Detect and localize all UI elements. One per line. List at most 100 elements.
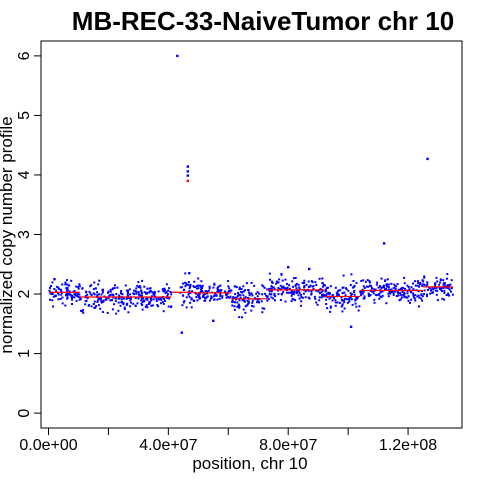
data-point — [215, 294, 218, 297]
data-point — [104, 298, 107, 301]
data-point — [367, 285, 370, 288]
data-point — [448, 294, 451, 297]
data-point — [66, 296, 69, 299]
data-point — [358, 305, 361, 308]
data-point — [263, 292, 266, 295]
data-point — [380, 277, 383, 280]
data-point — [398, 299, 401, 302]
data-point — [126, 291, 129, 294]
data-point — [218, 297, 221, 300]
data-point — [110, 299, 113, 302]
data-point — [396, 283, 399, 286]
data-point — [157, 305, 160, 308]
data-point — [61, 302, 64, 305]
data-point — [190, 298, 193, 301]
data-point — [101, 311, 104, 313]
data-point — [387, 286, 390, 289]
data-point — [118, 294, 121, 297]
data-point — [351, 303, 354, 306]
data-point — [443, 298, 446, 301]
data-point — [333, 297, 336, 300]
data-point — [379, 295, 382, 298]
data-point — [84, 295, 87, 297]
data-point — [129, 305, 132, 308]
data-point — [414, 284, 417, 287]
data-point — [244, 305, 247, 308]
data-point — [301, 281, 304, 284]
data-point — [390, 282, 393, 285]
data-point — [57, 288, 60, 290]
data-point — [81, 310, 84, 313]
data-point — [439, 278, 442, 281]
data-point — [107, 291, 109, 294]
data-point — [193, 280, 196, 283]
data-point — [244, 289, 247, 292]
data-point — [421, 299, 424, 302]
data-point — [372, 290, 375, 293]
data-point — [369, 294, 372, 297]
data-point — [250, 282, 253, 284]
data-point — [126, 302, 129, 305]
data-point — [393, 290, 395, 293]
data-point — [97, 298, 100, 301]
x-tick-label: 1.2e+08 — [379, 437, 437, 454]
data-point — [166, 293, 169, 296]
data-point — [268, 272, 271, 275]
data-point — [238, 305, 241, 308]
data-point — [120, 290, 123, 292]
data-point — [434, 283, 437, 285]
data-point — [310, 293, 313, 296]
data-point — [96, 294, 99, 297]
data-point — [269, 278, 271, 281]
data-point — [181, 304, 184, 307]
data-point — [217, 285, 220, 288]
data-point — [343, 301, 346, 304]
data-point — [410, 291, 413, 294]
data-point — [146, 292, 149, 295]
x-tick-label: 4.0e+07 — [139, 437, 197, 454]
data-point — [109, 290, 112, 293]
data-point — [355, 305, 358, 308]
data-point — [319, 287, 322, 290]
data-point — [112, 293, 114, 296]
data-point — [141, 304, 144, 306]
data-point — [385, 285, 388, 288]
data-point — [341, 310, 344, 313]
data-point — [90, 284, 93, 287]
data-point — [86, 293, 89, 296]
data-point — [155, 298, 158, 301]
y-tick-label: 4 — [16, 170, 33, 179]
data-point — [336, 301, 339, 304]
data-point — [392, 287, 395, 289]
data-point — [419, 282, 422, 285]
data-point — [196, 299, 199, 302]
data-point — [166, 295, 169, 297]
data-point — [273, 292, 276, 295]
data-point — [248, 294, 251, 297]
data-point — [75, 299, 78, 302]
data-point — [231, 304, 234, 307]
data-point — [142, 296, 144, 299]
data-point — [443, 291, 446, 294]
data-point — [125, 303, 128, 306]
data-point — [141, 279, 144, 282]
data-point — [148, 291, 151, 294]
data-point — [325, 287, 328, 290]
data-point — [288, 287, 291, 290]
data-point — [372, 292, 375, 295]
y-tick-label: 1 — [16, 349, 33, 358]
data-point — [235, 286, 238, 289]
data-point — [387, 283, 390, 286]
data-point — [381, 290, 384, 293]
data-point — [354, 298, 357, 301]
data-point — [123, 308, 126, 311]
data-point — [113, 303, 116, 306]
data-point — [139, 286, 142, 289]
data-point — [370, 285, 373, 288]
data-point — [125, 289, 128, 292]
outlier-point — [212, 319, 215, 322]
data-point — [423, 293, 426, 296]
data-point — [343, 291, 346, 294]
data-point — [233, 305, 236, 308]
